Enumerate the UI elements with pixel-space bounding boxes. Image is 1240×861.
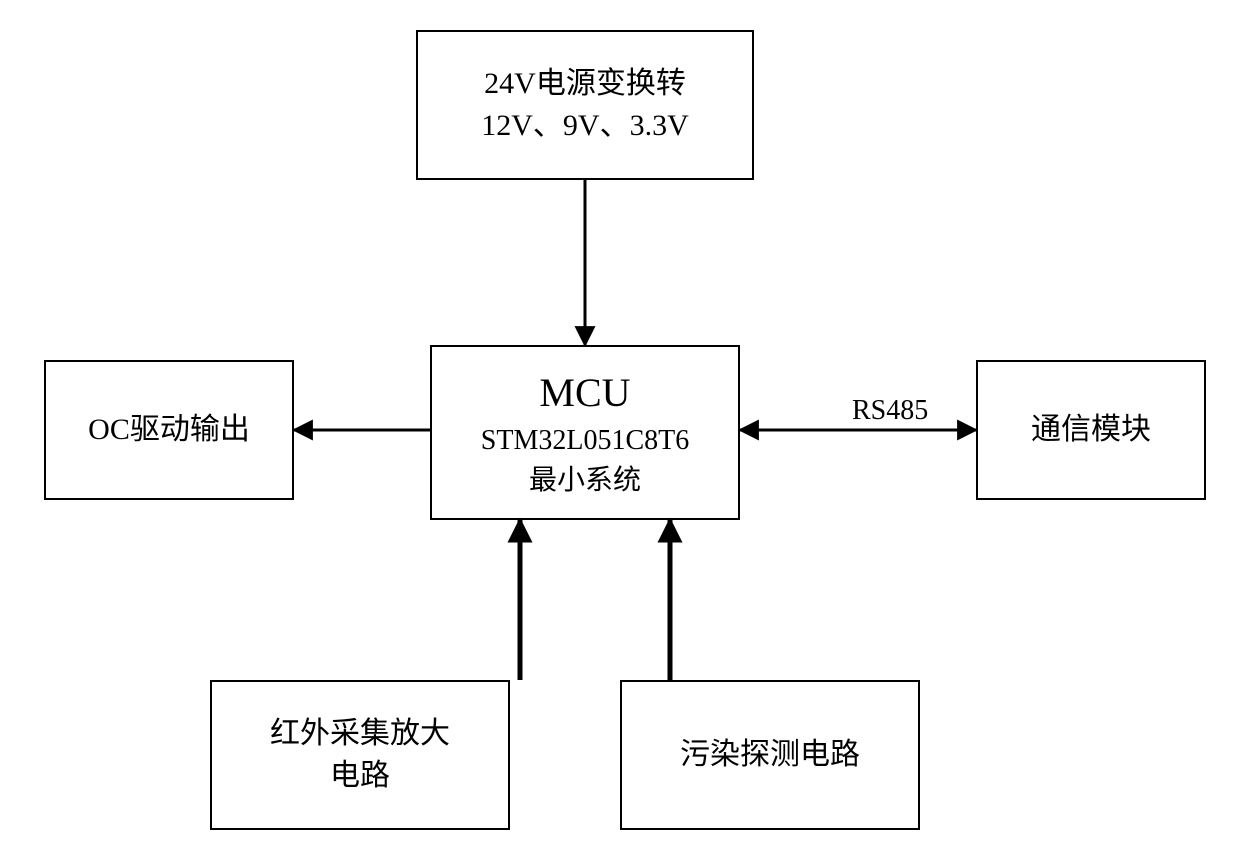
power-line2: 12V、9V、3.3V xyxy=(481,105,689,147)
mcu-line2: 最小系统 xyxy=(529,461,641,500)
ir-line2: 电路 xyxy=(330,755,390,797)
pollution-label: 污染探测电路 xyxy=(680,734,860,776)
mcu-node: MCU STM32L051C8T6 最小系统 xyxy=(430,345,740,520)
comm-label: 通信模块 xyxy=(1031,409,1151,451)
oc-label: OC驱动输出 xyxy=(88,409,250,451)
power-node: 24V电源变换转 12V、9V、3.3V xyxy=(416,30,754,180)
oc-node: OC驱动输出 xyxy=(44,360,294,500)
ir-line1: 红外采集放大 xyxy=(270,713,450,755)
comm-node: 通信模块 xyxy=(976,360,1206,500)
mcu-title: MCU xyxy=(539,365,630,421)
mcu-line1: STM32L051C8T6 xyxy=(481,421,689,460)
power-line1: 24V电源变换转 xyxy=(484,63,686,105)
pollution-node: 污染探测电路 xyxy=(620,680,920,830)
edge-label-rs485: RS485 xyxy=(852,395,928,427)
ir-node: 红外采集放大 电路 xyxy=(210,680,510,830)
